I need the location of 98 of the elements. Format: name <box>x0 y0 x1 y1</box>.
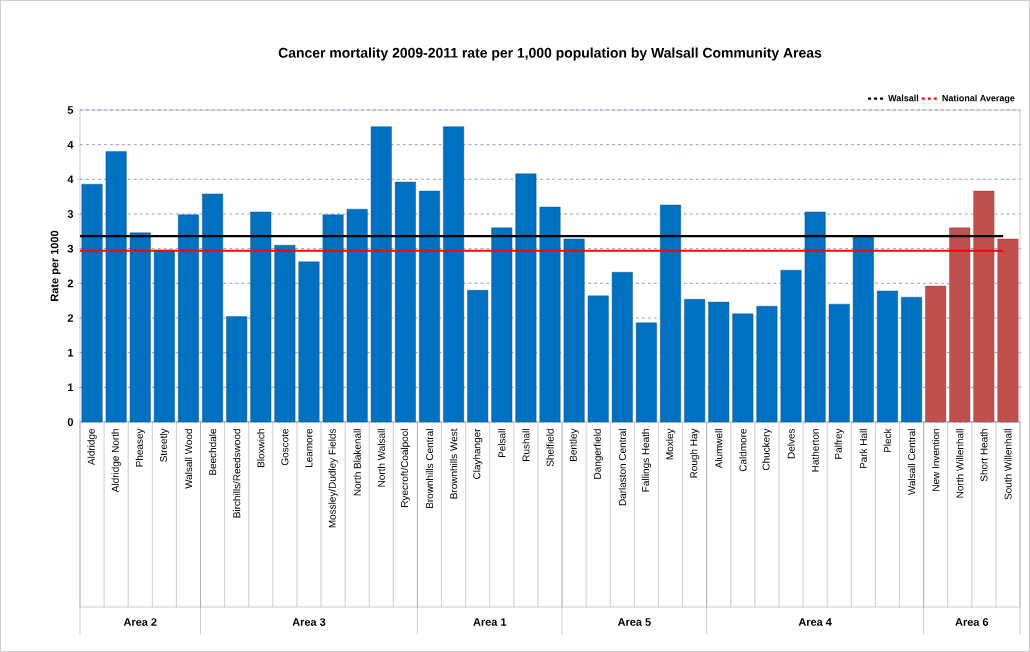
x-tick-label: New Invention <box>931 429 940 491</box>
y-tick-label: 0 <box>67 418 74 426</box>
bar <box>684 299 706 423</box>
x-tick-label: Darlaston Central <box>618 429 626 506</box>
x-tick-label: Aldridge North <box>111 429 121 493</box>
legend-label: Walsall <box>888 94 919 102</box>
y-tick-label: 2 <box>67 314 74 322</box>
bar <box>587 295 609 423</box>
x-tick-label: Walsall Central <box>907 429 916 496</box>
text: Area 6 <box>955 618 989 626</box>
bar <box>515 173 537 423</box>
bar <box>274 245 296 423</box>
y-axis-title: Rate per 1000 <box>50 230 61 301</box>
bar <box>901 297 922 423</box>
bar <box>419 190 440 423</box>
bar <box>708 301 730 423</box>
x-tick-label: Chuckery <box>762 428 772 471</box>
text: Area 1 <box>473 618 507 626</box>
x-tick-label: Moxley <box>665 428 676 460</box>
bar <box>925 285 947 423</box>
x-tick-label: Birchills/Reedswood <box>233 429 241 518</box>
y-tick-label: 3 <box>67 210 74 218</box>
x-tick-label: Delves <box>787 428 795 459</box>
x-tick-label: North Walsall <box>377 429 385 487</box>
x-tick-label: Rushall <box>522 429 530 461</box>
y-tick-label: 2 <box>67 279 74 288</box>
x-tick-label: Palfrey <box>834 428 844 459</box>
x-tick-label: Clayhanger <box>473 428 483 479</box>
bar <box>443 126 465 423</box>
bar <box>828 303 850 423</box>
y-tick-label: 5 <box>67 106 74 114</box>
bar <box>780 269 802 423</box>
bar <box>202 193 224 423</box>
bar <box>660 204 681 423</box>
text: Area 2 <box>123 618 157 626</box>
x-tick-label: Pleck <box>883 428 892 453</box>
x-tick-label: Mossley/Dudley Fields <box>328 428 338 528</box>
x-tick-label: Alumwell <box>715 429 723 469</box>
x-tick-label: Fallings Heath <box>641 429 652 492</box>
bar <box>756 306 778 423</box>
x-tick-label: Pelsall <box>498 429 506 458</box>
bar <box>322 214 344 423</box>
bar <box>491 227 513 423</box>
text: Area 4 <box>798 618 832 626</box>
x-tick-label: North Willenhall <box>956 429 964 498</box>
bar <box>611 272 633 423</box>
bar <box>81 183 103 423</box>
x-tick-label: Brownhills West <box>449 428 458 499</box>
x-tick-label: Shelfield <box>546 429 554 467</box>
bar <box>105 151 127 423</box>
text: Area 5 <box>617 618 651 626</box>
bar <box>732 313 754 423</box>
bar <box>997 238 1019 423</box>
bar <box>635 322 657 423</box>
bar <box>539 206 561 423</box>
x-tick-label: South Willenhall <box>1004 429 1012 500</box>
bar <box>178 214 199 423</box>
x-tick-label: Caldmore <box>739 428 747 472</box>
bar <box>226 316 248 423</box>
bar <box>804 211 826 423</box>
y-tick-label: 4 <box>67 140 74 149</box>
y-tick-label: 1 <box>68 348 74 357</box>
x-tick-label: Goscote <box>281 428 289 466</box>
bar <box>467 290 489 423</box>
text: Area 3 <box>292 618 326 626</box>
bar <box>250 211 272 423</box>
x-tick-label: Walsall Wood <box>184 429 193 489</box>
x-tick-label: Dangerfield <box>593 429 603 479</box>
x-tick-label: Aldridge <box>87 428 97 466</box>
x-tick-label: Brownhills Central <box>425 429 434 508</box>
x-tick-label: Bloxwich <box>257 429 265 468</box>
bar <box>129 232 151 423</box>
x-tick-label: Ryecroft/Coalpool <box>400 429 411 507</box>
bar <box>877 290 898 423</box>
x-tick-label: Rough Hay <box>689 428 700 478</box>
y-tick-label: 1 <box>68 383 74 392</box>
x-tick-label: Park Hall <box>859 429 867 469</box>
bar <box>852 235 874 423</box>
x-tick-label: Beechdale <box>208 428 217 475</box>
bar <box>563 238 585 423</box>
chart-title: Cancer mortality 2009-2011 rate per 1,000 population by Walsall Community Areas <box>278 47 822 61</box>
x-tick-label: North Blakenall <box>353 429 361 496</box>
y-tick-label: 3 <box>67 244 74 253</box>
x-tick-label: Hatherton <box>811 429 819 472</box>
bar <box>346 208 368 423</box>
x-tick-label: Short Heath <box>980 429 988 482</box>
y-tick-label: 4 <box>67 175 74 184</box>
bar <box>298 261 320 423</box>
bar <box>394 181 416 423</box>
bar <box>949 227 971 423</box>
x-tick-label: Streetly <box>159 428 169 462</box>
legend-label: National Average <box>942 94 1015 104</box>
x-tick-label: Pheasey <box>135 428 145 467</box>
bar <box>973 190 995 423</box>
x-tick-label: Leamore <box>305 428 313 468</box>
x-tick-label: Bentley <box>569 428 579 461</box>
bar <box>370 126 392 423</box>
bar <box>153 249 175 423</box>
